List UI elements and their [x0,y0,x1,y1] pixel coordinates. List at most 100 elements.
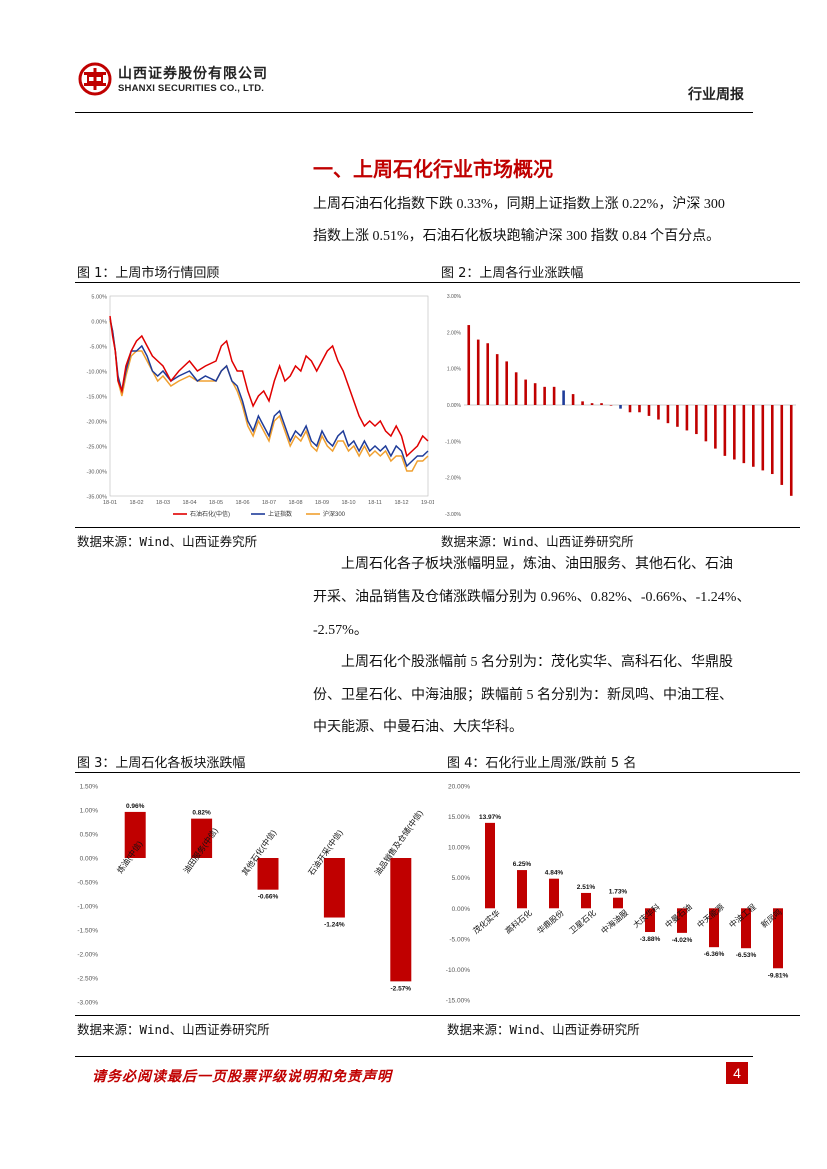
fig-row1-top-rule [75,282,800,283]
industry-bar [552,386,556,405]
bar-value-label: -4.02% [672,937,693,944]
industry-bar [467,325,471,405]
fig-row2-bottom-rule [75,1015,800,1016]
fig2-industry-bar-chart: 3.00% 2.00% 1.00% 0.00% -1.00% -2.00% -3.00% [445,294,796,518]
bar-value-label: 4.84% [545,870,564,877]
fig4-top-stocks-bar-chart: 20.00% 15.00% 10.00% 5.00% 0.00% -5.00% -10.00… [446,784,789,1005]
y-tick-label: -1.00% [445,439,461,445]
footer-disclaimer: 请务必阅读最后一页股票评级说明和免责声明 [92,1069,392,1085]
y-tick-label: 0.00% [80,856,99,863]
y-tick-label: -25.00% [87,445,108,451]
industry-bar [571,394,575,405]
industry-bar [695,405,698,435]
stock-bar [677,908,687,933]
x-tick-label: 18-10 [341,500,355,506]
industry-bar [562,390,565,405]
y-tick-label: -1.50% [77,928,98,935]
industry-bar [704,405,708,442]
subsector-paragraph-line-3: -2.57%。 [313,623,368,638]
industry-bar [486,343,490,405]
section-title: 一、上周石化行业市场概况 [313,157,553,181]
industry-bar [789,405,793,496]
x-tick-label: 18-11 [368,500,382,506]
y-tick-label: -35.00% [87,495,108,501]
bar-value-label: 6.25% [513,861,532,868]
x-tick-label: 18-02 [129,500,143,506]
fig-row1-bottom-rule [75,527,800,528]
intro-paragraph-line-1: 上周石油石化指数下跌 0.33%，同期上证指数上涨 0.22%，沪深 300 [313,197,725,212]
industry-bar [723,405,727,456]
fig1-title: 图 1：上周市场行情回顾 [77,266,220,281]
fig-row2-top-rule [75,772,800,773]
fig3-source: 数据来源：Wind、山西证券研究所 [77,1022,270,1037]
bar-value-label: -0.66% [258,894,279,901]
category-label: 高科石化 [503,908,534,936]
company-name-cn: 山西证券股份有限公司 [118,66,268,82]
fig3-subsector-bar-chart: 1.50% 1.00% 0.50% 0.00% -0.50% -1.00% -1.50% -2… [77,784,425,1007]
fig1-line-chart: 5.00% 0.00% -5.00% -10.00% -15.00% -20.00% -25… [87,295,435,519]
subsector-bar [257,858,279,890]
x-tick-label: 18-08 [288,500,302,506]
fig4-source: 数据来源：Wind、山西证券研究所 [447,1022,640,1037]
y-tick-label: -15.00% [87,395,108,401]
stock-bar [549,878,559,909]
bar-value-label: 2.51% [577,884,596,891]
bar-value-label: 13.97% [479,814,501,821]
y-tick-label: 2.00% [447,330,462,336]
bar-value-label: -6.36% [704,951,725,958]
x-tick-label: 19-01 [421,500,434,506]
category-label: 卫星石化 [567,908,598,936]
y-tick-label: -0.50% [77,880,98,887]
bar-value-label: -1.24% [324,922,345,929]
y-tick-label: 15.00% [448,814,470,821]
industry-bar [524,379,527,405]
subsector-paragraph-line-2: 开采、油品销售及仓储涨跌幅分别为 0.96%、0.82%、-0.66%、-1.2… [313,590,751,605]
industry-bar [647,405,651,416]
fig2-title: 图 2：上周各行业涨跌幅 [441,266,584,281]
company-name-en: SHANXI SECURITIES CO., LTD. [118,83,265,94]
y-tick-label: 1.00% [447,367,462,373]
y-tick-label: -30.00% [87,470,108,476]
industry-bar [628,405,632,413]
report-type: 行业周报 [688,87,744,103]
bar-value-label: 0.96% [126,803,145,810]
legend-label: 上证指数 [268,510,292,518]
x-tick-label: 18-06 [235,500,249,506]
y-tick-label: -1.00% [77,904,98,911]
fig2-source: 数据来源：Wind、山西证券研究所 [441,534,634,549]
stock-bar [517,870,527,909]
industry-bar [752,405,755,467]
bar-value-label: -6.53% [736,952,757,959]
industry-bar [676,405,679,427]
fig3-title: 图 3：上周石化各板块涨跌幅 [77,756,246,771]
y-tick-label: 1.50% [80,784,99,791]
x-tick-label: 18-01 [103,500,117,506]
bar-value-label: 1.73% [609,889,628,896]
plot-frame [109,295,429,497]
y-tick-label: -10.00% [446,967,470,974]
stock-bar [485,822,495,909]
industry-bar [685,405,689,431]
stock-bar [709,908,719,948]
stock-bar [581,892,591,909]
subsector-bar [191,818,213,858]
y-tick-label: -3.00% [445,512,461,518]
y-tick-label: 0.00% [91,320,107,326]
category-label: 华鼎股份 [535,908,566,936]
industry-bar [600,403,603,405]
y-tick-label: -2.50% [77,976,98,983]
x-tick-label: 18-05 [209,500,223,506]
y-tick-label: 0.00% [452,906,471,913]
y-tick-label: 0.00% [447,403,462,409]
fig1-source: 数据来源：Wind、山西证券究所 [77,534,258,549]
category-label: 茂化实华 [471,908,502,936]
y-tick-label: 10.00% [448,845,470,852]
y-tick-label: 1.00% [80,808,99,815]
company-logo [78,62,112,96]
stock-bar [645,908,655,933]
y-tick-label: -20.00% [87,420,108,426]
industry-bar [581,401,584,405]
industry-bar [761,405,765,471]
y-tick-label: -2.00% [77,952,98,959]
bar-value-label: -2.57% [390,985,411,992]
